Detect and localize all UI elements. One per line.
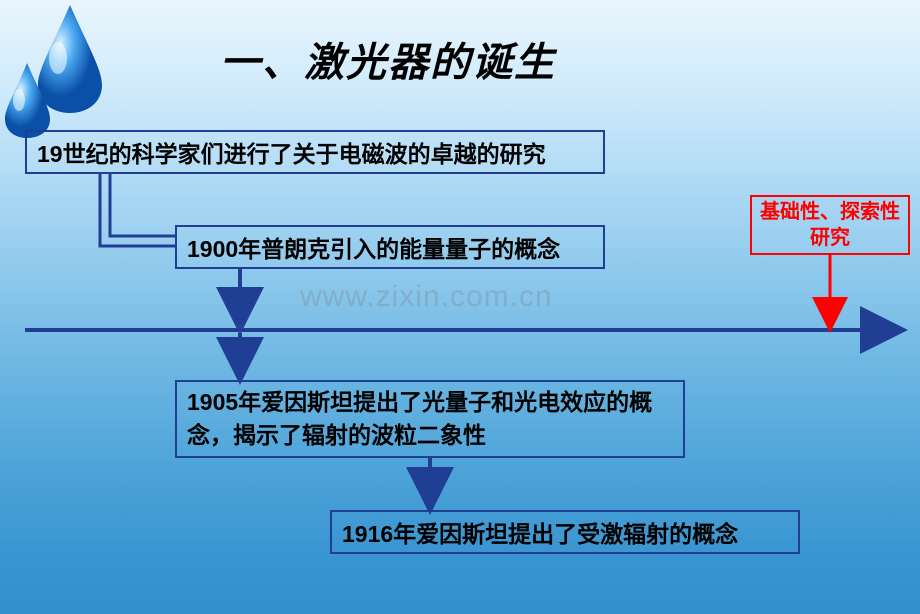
timeline-box-1900: 1900年普朗克引入的能量量子的概念 [175, 225, 605, 269]
box-text: 1905年爱因斯坦提出了光量子和光电效应的概念，揭示了辐射的波粒二象性 [187, 386, 673, 453]
annotation-text: 基础性、探索性研究 [758, 199, 902, 251]
timeline-box-19c: 19世纪的科学家们进行了关于电磁波的卓越的研究 [25, 130, 605, 174]
timeline-box-1905: 1905年爱因斯坦提出了光量子和光电效应的概念，揭示了辐射的波粒二象性 [175, 380, 685, 458]
box-text: 1916年爱因斯坦提出了受激辐射的概念 [342, 515, 738, 549]
box-text: 1900年普朗克引入的能量量子的概念 [187, 230, 560, 264]
box-text: 19世纪的科学家们进行了关于电磁波的卓越的研究 [37, 135, 546, 169]
annotation-box: 基础性、探索性研究 [750, 195, 910, 255]
timeline-box-1916: 1916年爱因斯坦提出了受激辐射的概念 [330, 510, 800, 554]
